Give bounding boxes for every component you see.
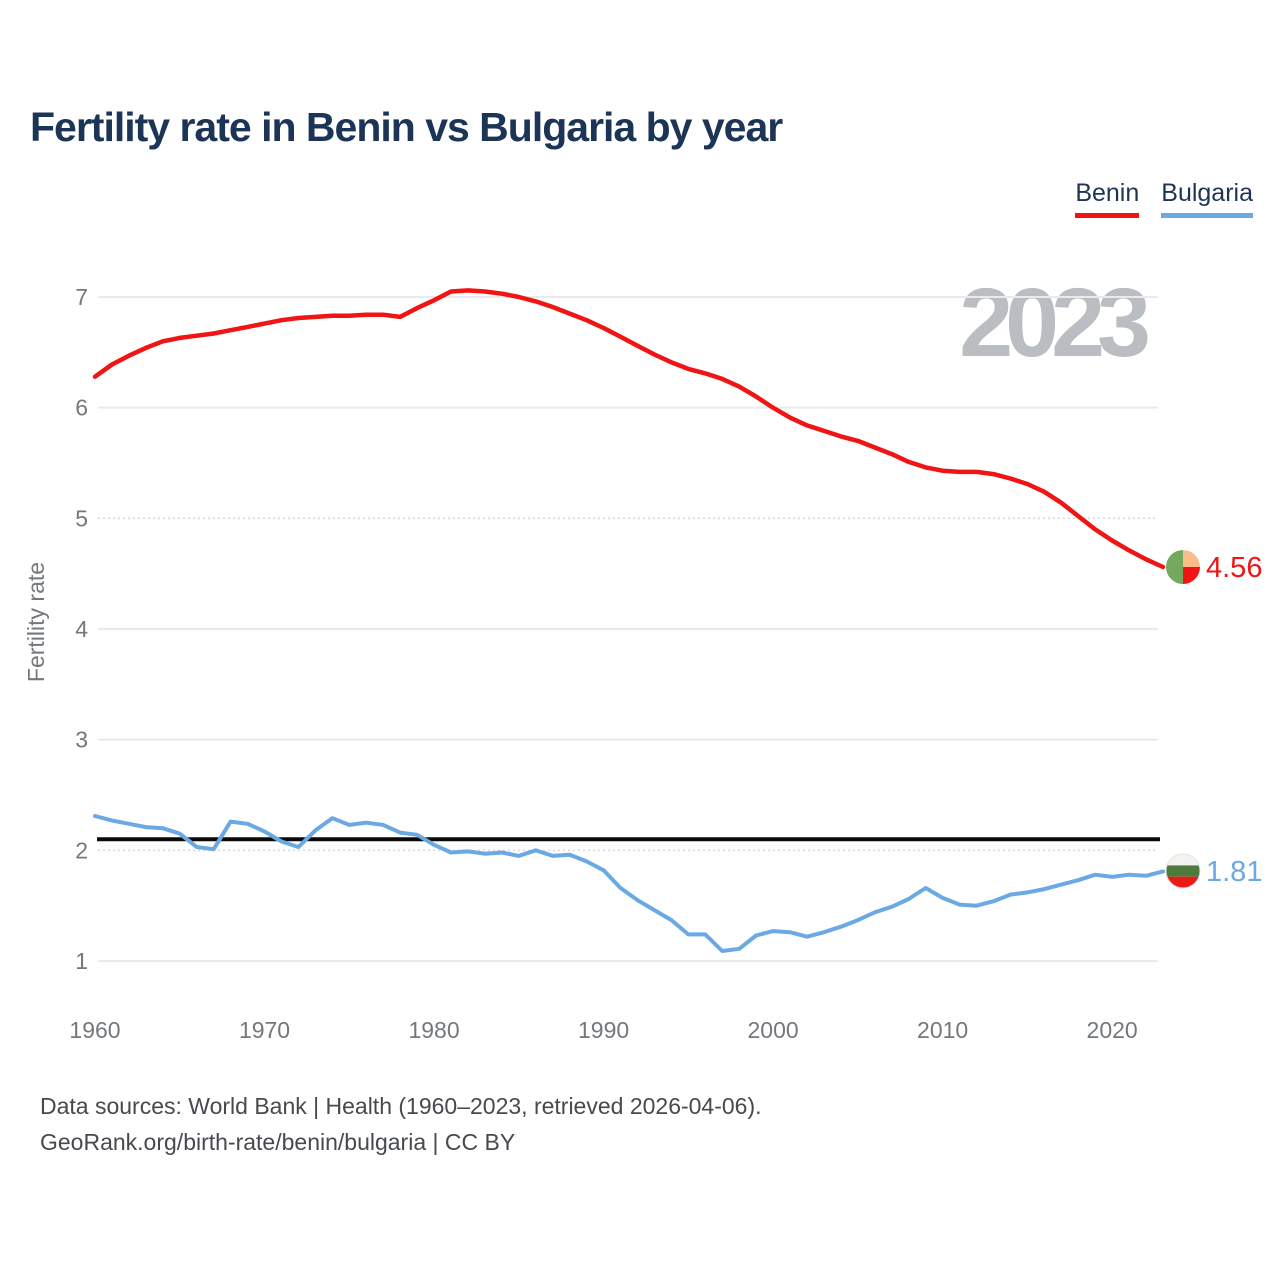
legend-item-bulgaria[interactable]: Bulgaria — [1161, 179, 1253, 218]
y-tick-7: 7 — [75, 284, 88, 310]
bulgaria-flag-icon — [1165, 853, 1201, 889]
benin-flag-icon — [1166, 550, 1200, 584]
benin-end-value: 4.56 — [1206, 552, 1262, 584]
x-tick-2010: 2010 — [917, 1017, 968, 1043]
legend: Benin Bulgaria — [1075, 179, 1253, 218]
y-tick-4: 4 — [75, 616, 88, 642]
x-tick-2020: 2020 — [1087, 1017, 1138, 1043]
x-tick-1980: 1980 — [408, 1017, 459, 1043]
y-tick-5: 5 — [75, 505, 88, 531]
benin-line[interactable] — [92, 288, 1166, 570]
data-source-line: Data sources: World Bank | Health (1960–… — [40, 1093, 762, 1119]
y-axis-tick-labels: 1 2 3 4 5 6 7 — [75, 284, 88, 974]
gridlines — [98, 296, 1158, 962]
y-tick-2: 2 — [75, 837, 88, 863]
y-axis-title: Fertility rate — [23, 562, 49, 682]
x-tick-2000: 2000 — [748, 1017, 799, 1043]
attribution-line: GeoRank.org/birth-rate/benin/bulgaria | … — [40, 1129, 516, 1155]
y-tick-6: 6 — [75, 395, 88, 421]
watermark-year: 2023 — [959, 268, 1148, 377]
bulgaria-line[interactable] — [93, 814, 1165, 953]
legend-item-benin[interactable]: Benin — [1075, 179, 1140, 218]
x-tick-1960: 1960 — [69, 1017, 120, 1043]
footer: Data sources: World Bank | Health (1960–… — [40, 1088, 762, 1160]
bulgaria-end-value: 1.81 — [1206, 856, 1262, 888]
x-tick-1990: 1990 — [578, 1017, 629, 1043]
y-tick-3: 3 — [75, 727, 88, 753]
y-tick-1: 1 — [75, 948, 88, 974]
x-axis-tick-labels: 1960 1970 1980 1990 2000 2010 2020 — [69, 1017, 1137, 1043]
page-title: Fertility rate in Benin vs Bulgaria by y… — [30, 104, 783, 150]
x-tick-1970: 1970 — [239, 1017, 290, 1043]
